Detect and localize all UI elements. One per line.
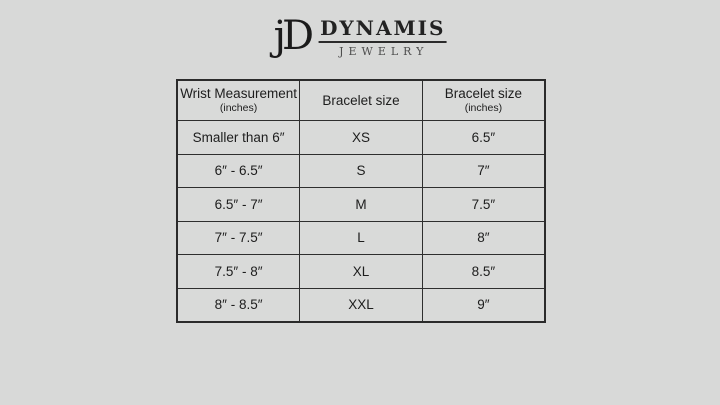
table-row: 7″ - 7.5″ L 8″ <box>176 220 546 255</box>
table-row: 7.5″ - 8″ XL 8.5″ <box>176 254 546 289</box>
table-row: 8″ - 8.5″ XXL 9″ <box>176 287 546 323</box>
wrist-measurement-cell: 7″ - 7.5″ <box>176 220 301 255</box>
size-chart-body: Smaller than 6″ XS 6.5″ 6″ - 6.5″ S 7″ 6… <box>176 120 546 323</box>
brand-logo: jD DYNAMIS JEWELRY <box>273 12 447 59</box>
table-row: 6.5″ - 7″ M 7.5″ <box>176 187 546 222</box>
brand-name: DYNAMIS <box>319 18 447 43</box>
bracelet-size-inches-cell: 7″ <box>421 153 546 188</box>
jd-monogram-icon: jD <box>273 12 315 59</box>
column-header: Bracelet size <box>299 79 423 121</box>
brand-wordmark: DYNAMIS JEWELRY <box>319 18 447 58</box>
bracelet-size-chart: Wrist Measurement (inches) Bracelet size… <box>176 79 546 323</box>
table-row: 6″ - 6.5″ S 7″ <box>176 153 546 188</box>
wrist-measurement-cell: 7.5″ - 8″ <box>176 254 301 289</box>
bracelet-size-inches-cell: 8″ <box>421 220 546 255</box>
wrist-measurement-cell: Smaller than 6″ <box>176 120 301 155</box>
bracelet-size-inches-cell: 8.5″ <box>421 254 546 289</box>
bracelet-size-inches-cell: 6.5″ <box>421 120 546 155</box>
column-header: Wrist Measurement (inches) <box>176 79 301 121</box>
wrist-measurement-cell: 8″ - 8.5″ <box>176 287 301 323</box>
bracelet-size-cell: XS <box>299 120 423 155</box>
bracelet-size-inches-cell: 7.5″ <box>421 187 546 222</box>
bracelet-size-cell: M <box>299 187 423 222</box>
table-row: Smaller than 6″ XS 6.5″ <box>176 120 546 155</box>
size-chart-header: Wrist Measurement (inches) Bracelet size… <box>176 79 546 121</box>
wrist-measurement-cell: 6.5″ - 7″ <box>176 187 301 222</box>
column-header: Bracelet size (inches) <box>421 79 546 121</box>
header-row: Wrist Measurement (inches) Bracelet size… <box>176 79 546 121</box>
bracelet-size-cell: XL <box>299 254 423 289</box>
bracelet-size-cell: S <box>299 153 423 188</box>
bracelet-size-cell: XXL <box>299 287 423 323</box>
bracelet-size-cell: L <box>299 220 423 255</box>
brand-subtitle: JEWELRY <box>339 45 429 58</box>
bracelet-size-inches-cell: 9″ <box>421 287 546 323</box>
wrist-measurement-cell: 6″ - 6.5″ <box>176 153 301 188</box>
